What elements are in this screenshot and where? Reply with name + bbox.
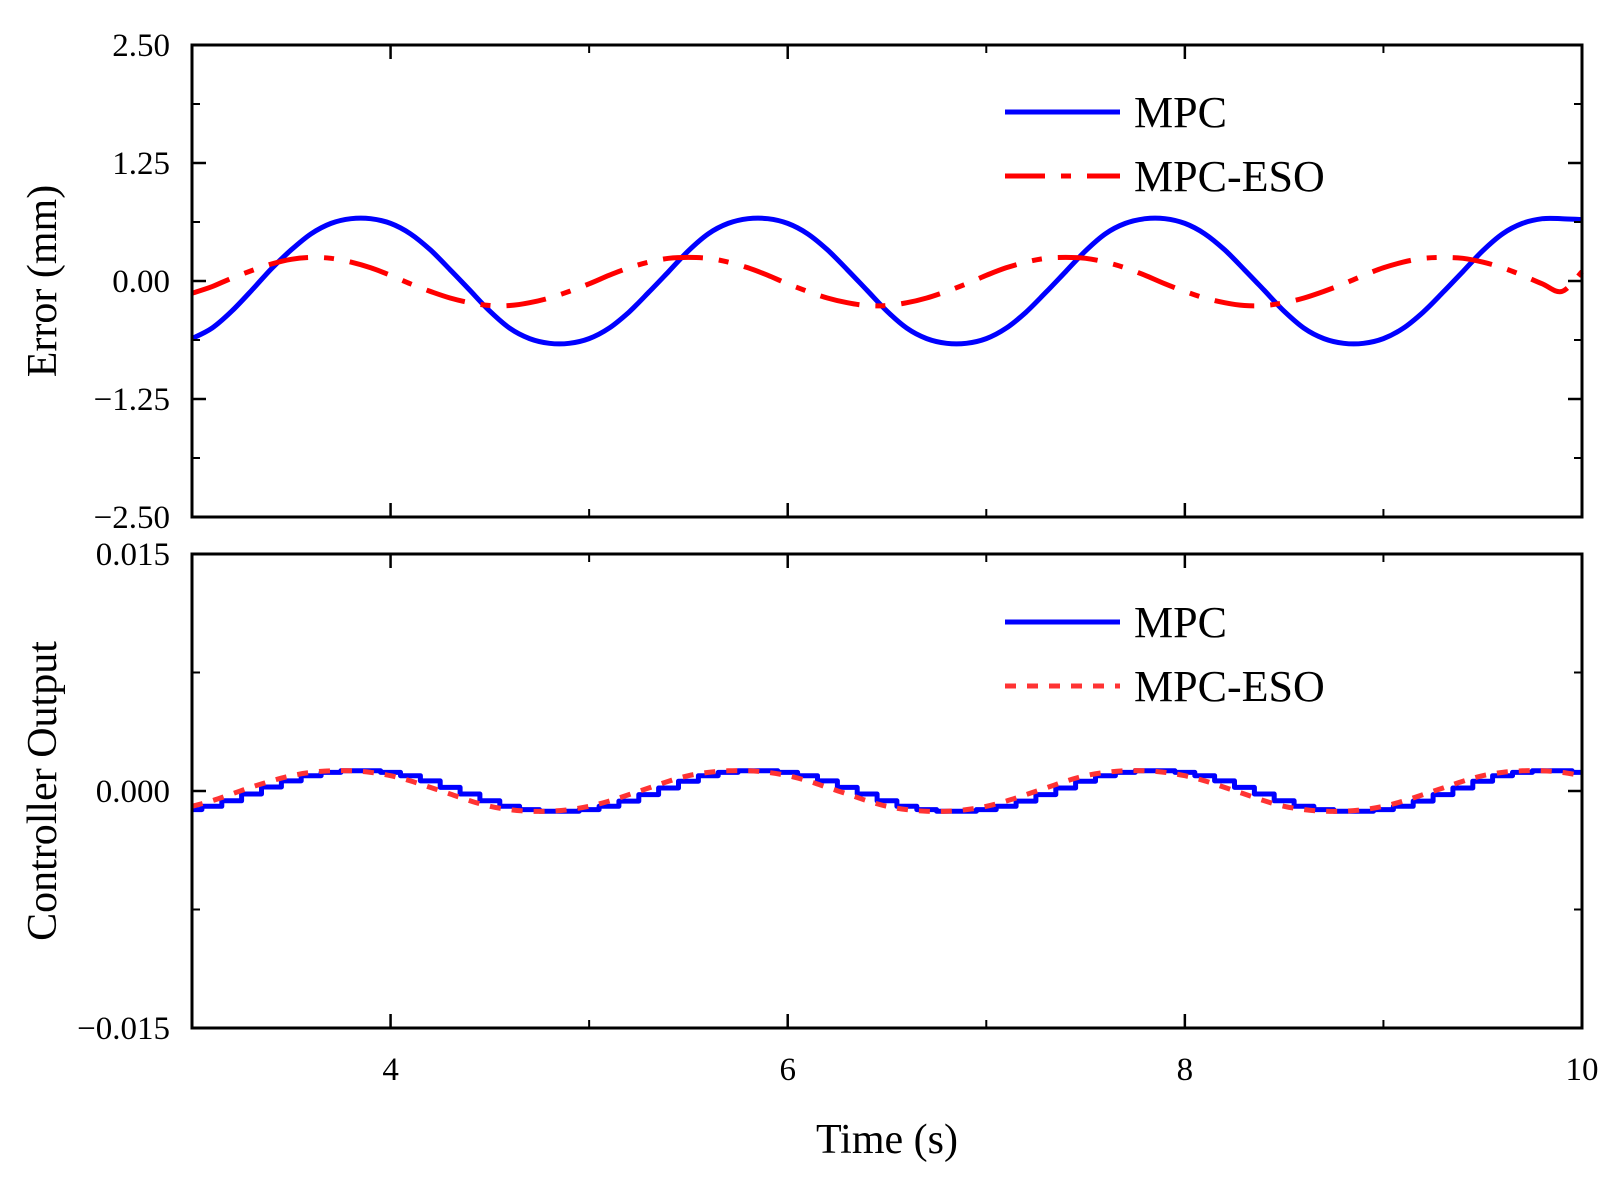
error-legend: MPC MPC-ESO <box>1005 88 1325 201</box>
controller-series-mpc-line <box>192 768 1582 814</box>
error-y-tick-label: 0.00 <box>112 264 170 300</box>
error-y-tick-label: 2.50 <box>112 28 170 64</box>
error-y-tick-label: −1.25 <box>94 382 170 418</box>
controller-legend-label: MPC-ESO <box>1134 662 1325 711</box>
error-series-mpc-eso-line <box>191 254 1584 309</box>
error-legend-label: MPC-ESO <box>1134 152 1325 201</box>
controller-y-tick-label: 0.015 <box>96 537 170 573</box>
controller-x-tick-label: 6 <box>779 1052 796 1088</box>
controller-x-tick-label: 8 <box>1177 1052 1194 1088</box>
error-ticks: 2.50 1.25 0.00 −1.25 −2.50 <box>94 28 1584 536</box>
error-y-tick-label: −2.50 <box>94 500 170 536</box>
error-panel: 2.501.250.00−1.25−2.50 Error (mm) MPCMPC… <box>20 28 1584 536</box>
error-series-layer <box>190 215 1584 347</box>
controller-legend-label: MPC <box>1134 598 1227 647</box>
controller-series-mpc-eso-line <box>191 768 1583 814</box>
controller-y-axis-title: Controller Output <box>20 641 66 941</box>
controller-x-tick-label: 10 <box>1566 1052 1599 1088</box>
controller-y-tick-label: −0.015 <box>77 1011 170 1047</box>
controller-ticks: 0.015 0.000 −0.015 4 6 8 10 <box>77 537 1598 1088</box>
time-x-axis-title: Time (s) <box>816 1117 958 1163</box>
error-series-mpc-line <box>190 215 1583 347</box>
controller-y-tick-label: 0.000 <box>96 774 170 810</box>
error-y-axis-title: Error (mm) <box>20 185 66 377</box>
controller-series-layer <box>191 768 1583 814</box>
controller-x-tick-label: 4 <box>382 1052 399 1088</box>
controller-legend: MPC MPC-ESO <box>1005 598 1325 711</box>
error-y-tick-label: 1.25 <box>112 146 170 182</box>
error-legend-label: MPC <box>1134 88 1227 137</box>
